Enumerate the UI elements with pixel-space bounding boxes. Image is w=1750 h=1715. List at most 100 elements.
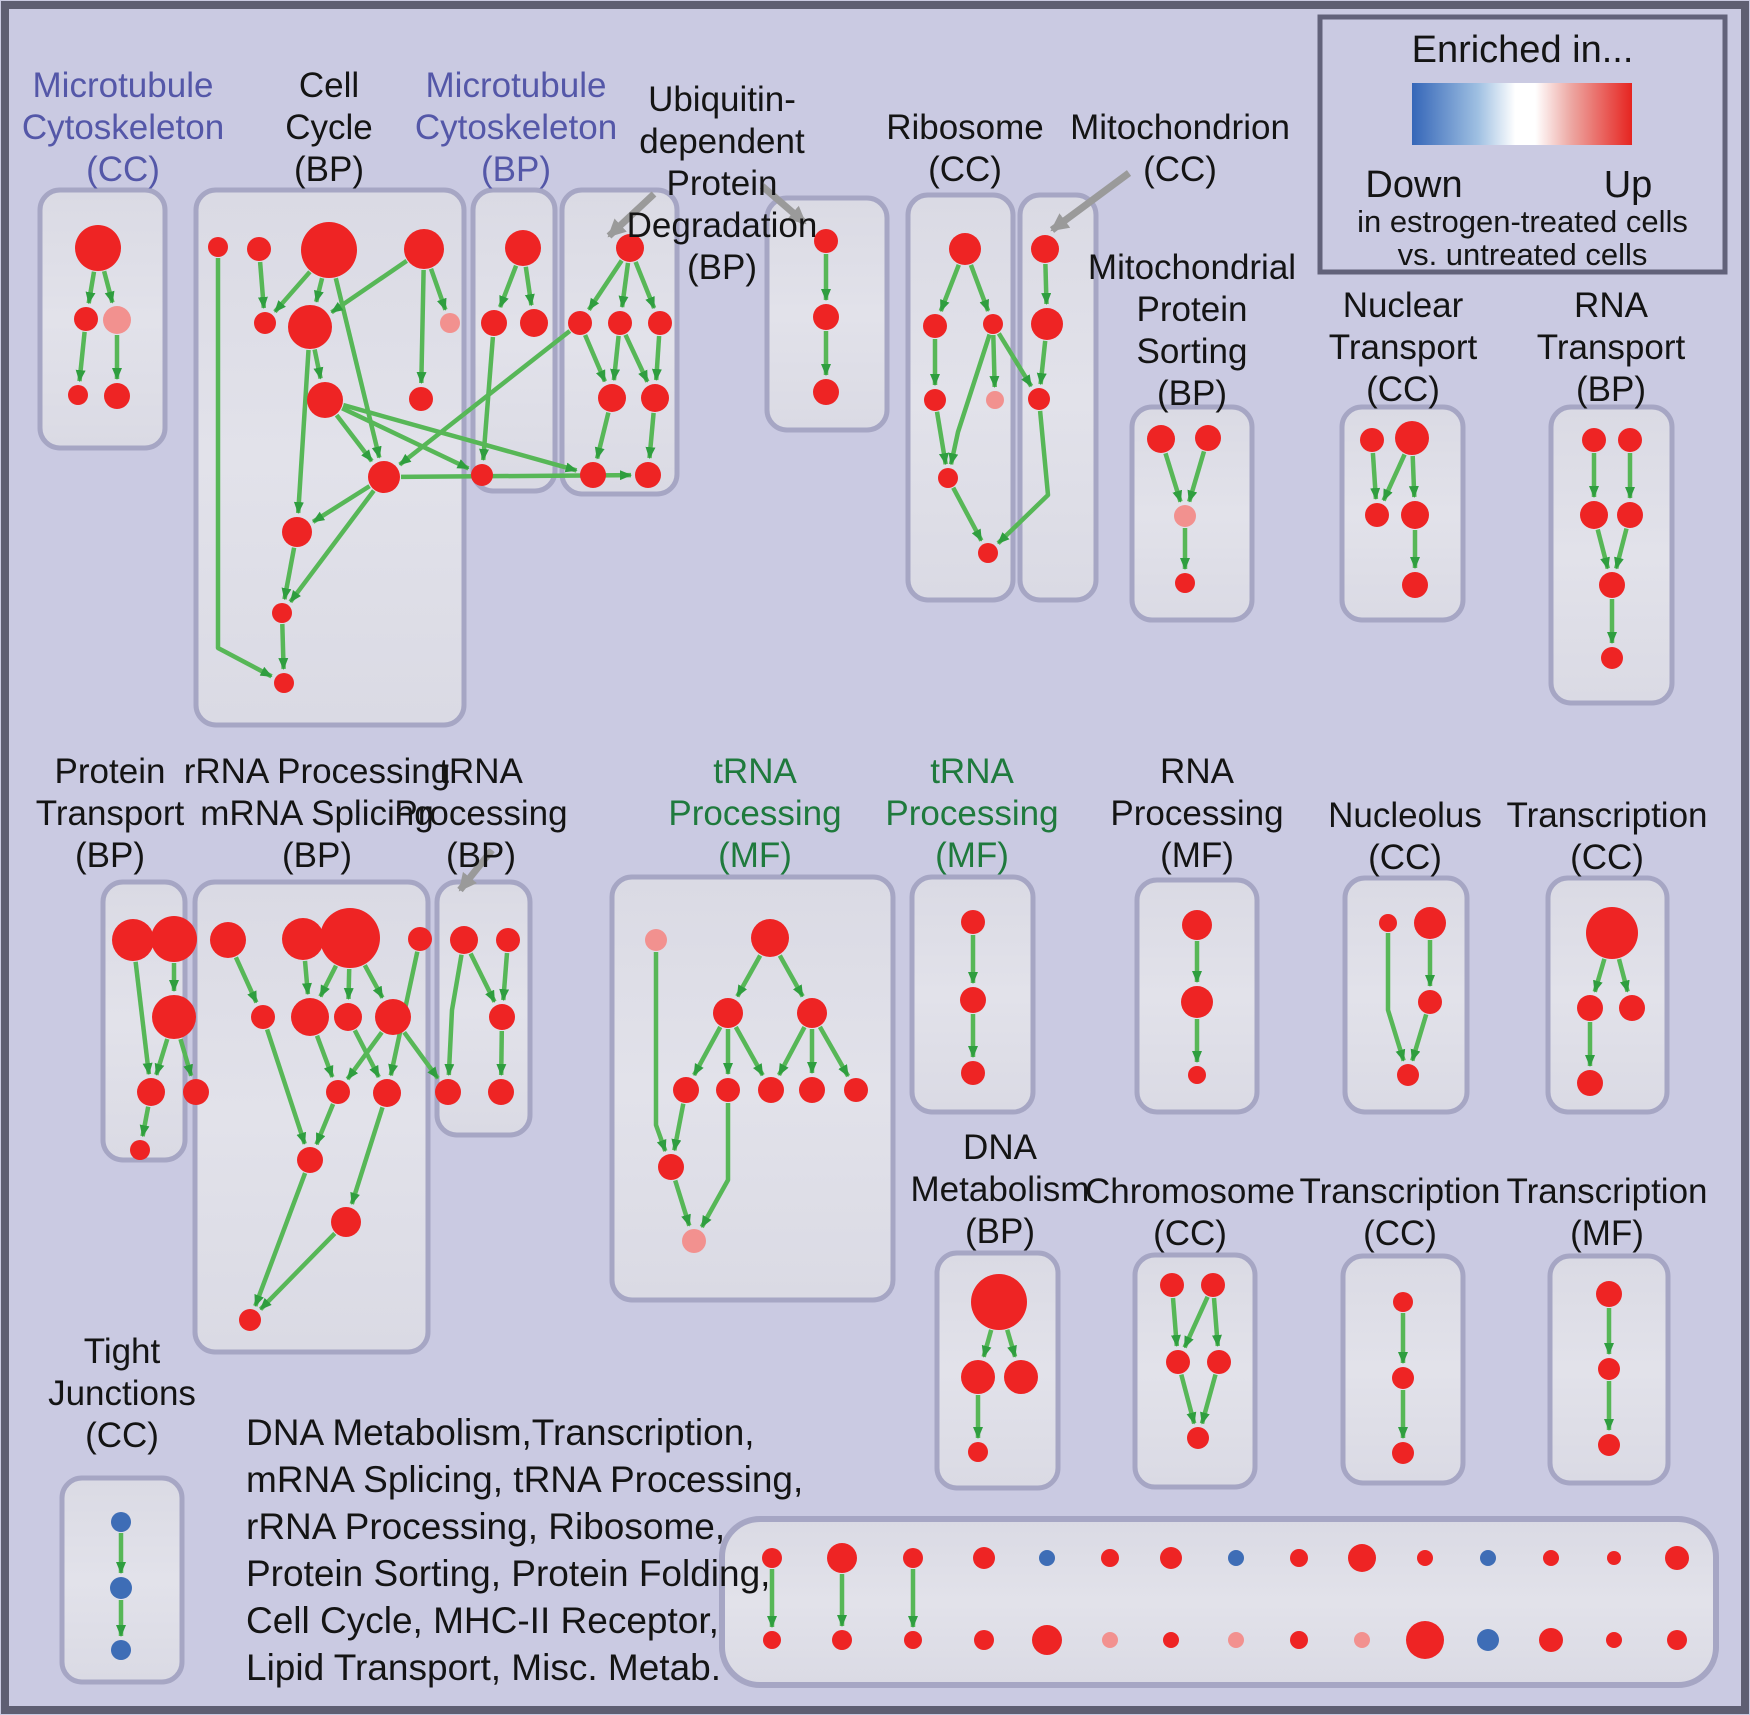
go-term-node xyxy=(1397,1064,1419,1086)
go-term-node xyxy=(568,311,592,335)
go-term-node xyxy=(797,998,827,1028)
go-term-node xyxy=(1477,1629,1499,1651)
go-term-node xyxy=(648,311,672,335)
go-term-node xyxy=(152,995,196,1039)
go-term-node xyxy=(301,222,357,278)
go-term-node xyxy=(1392,1442,1414,1464)
go-term-node xyxy=(973,1547,995,1569)
edge-arrow xyxy=(735,954,763,998)
edge-arrow xyxy=(1410,1013,1429,1062)
cluster-label-transcription-cc-2: (CC) xyxy=(1363,1214,1437,1253)
edge-arrow xyxy=(154,1038,170,1076)
go-term-node xyxy=(488,1079,514,1105)
go-term-node xyxy=(938,468,958,488)
go-term-node xyxy=(254,312,276,334)
edge-arrow xyxy=(1595,528,1610,570)
edge-arrow xyxy=(479,336,496,461)
edge-arrow xyxy=(733,1025,765,1077)
cluster-label-microtubule-cytoskeleton-cc: (CC) xyxy=(86,150,160,189)
go-term-node xyxy=(813,304,839,330)
misc-clusters-text: DNA Metabolism,Transcription, xyxy=(246,1412,755,1453)
go-term-node xyxy=(1577,995,1603,1021)
edge-arrow xyxy=(264,1028,307,1145)
misc-clusters-text: Lipid Transport, Misc. Metab. xyxy=(246,1647,721,1688)
edge-arrow xyxy=(692,1025,723,1077)
edge-arrow xyxy=(318,964,339,998)
go-term-node xyxy=(844,1078,868,1102)
cluster-label-trna-processing-mf-large: tRNA xyxy=(713,752,797,791)
cluster-label-mitochondrial-protein-sorting-bp: Mitochondrial xyxy=(1088,248,1296,287)
go-term-node xyxy=(1418,990,1442,1014)
go-term-node xyxy=(1195,425,1221,451)
cluster-label-nuclear-transport-cc: (CC) xyxy=(1366,370,1440,409)
edge-arrow xyxy=(653,952,668,1152)
go-term-node xyxy=(489,1004,515,1030)
cluster-box-rna-transport-bp xyxy=(1548,404,1675,706)
go-term-node xyxy=(763,1631,781,1649)
go-term-node xyxy=(1393,1292,1413,1312)
go-term-node xyxy=(74,307,98,331)
go-term-node xyxy=(1619,995,1645,1021)
go-term-node xyxy=(440,313,460,333)
go-term-node xyxy=(961,1360,995,1394)
edge-arrow xyxy=(233,956,259,1004)
go-term-node xyxy=(1182,910,1212,940)
go-term-node xyxy=(645,929,667,951)
cluster-label-tight-junctions-cc: Junctions xyxy=(48,1374,196,1413)
go-term-node xyxy=(924,389,946,411)
edge-arrow xyxy=(416,269,427,384)
edge-arrow xyxy=(1614,528,1629,570)
cluster-label-rna-transport-bp: (BP) xyxy=(1576,370,1646,409)
go-term-node xyxy=(520,309,548,337)
go-term-node xyxy=(1379,914,1397,932)
cluster-box-mitochondrion-cc xyxy=(1017,192,1099,603)
cluster-box-trna-processing-mf-large xyxy=(609,874,896,1303)
go-term-node xyxy=(1586,907,1638,959)
go-term-node xyxy=(1160,1547,1182,1569)
edge-arrow xyxy=(278,623,289,670)
go-term-node xyxy=(598,384,626,412)
go-term-node xyxy=(409,387,433,411)
go-term-node xyxy=(923,314,947,338)
edge-arrow xyxy=(1170,1297,1181,1347)
cluster-box-dna-metabolism-bp xyxy=(934,1250,1061,1491)
edge-arrow xyxy=(817,1025,851,1078)
cluster-label-trna-processing-mf-small: Processing xyxy=(885,794,1058,833)
go-term-node xyxy=(1598,1358,1620,1380)
go-term-node xyxy=(1539,1628,1563,1652)
edge-arrow xyxy=(85,271,97,305)
edge-arrow xyxy=(334,413,374,463)
go-term-node xyxy=(1606,1632,1622,1648)
edge-arrow xyxy=(996,410,1051,545)
go-term-node xyxy=(971,1274,1027,1330)
edge-arrow xyxy=(314,1034,335,1078)
edge-arrow xyxy=(215,258,273,679)
edge-arrow xyxy=(75,331,87,383)
go-term-node xyxy=(1601,647,1623,669)
edge-arrow xyxy=(428,268,448,311)
edge-arrow xyxy=(777,954,805,998)
cluster-label-rrna-processing-mrna-splicing-bp: (BP) xyxy=(282,836,352,875)
go-term-node xyxy=(111,1640,131,1660)
edge-arrow xyxy=(594,412,611,460)
edge-arrow xyxy=(362,964,385,999)
edge-arrow xyxy=(1592,958,1607,993)
go-term-node xyxy=(1160,1273,1184,1297)
edge-arrow xyxy=(1381,453,1407,502)
edge-arrow xyxy=(1385,933,1406,1062)
go-term-node xyxy=(673,1077,699,1103)
edge-arrow xyxy=(1179,1374,1197,1425)
cluster-label-transcription-mf: Transcription xyxy=(1507,1172,1708,1211)
go-term-node xyxy=(505,230,541,266)
label-pointer-arrow-ubiquitin-right xyxy=(759,183,808,226)
go-term-node xyxy=(75,225,121,271)
label-pointer-arrow-mitochondrion xyxy=(1049,170,1132,233)
cluster-label-transcription-cc: Transcription xyxy=(1507,796,1708,835)
go-term-node xyxy=(1201,1273,1225,1297)
edge-arrow xyxy=(398,329,572,467)
cluster-box-chromosome-cc xyxy=(1132,1252,1258,1490)
go-term-node xyxy=(1032,1625,1062,1655)
edge-arrow xyxy=(938,263,961,313)
go-term-node xyxy=(827,1543,857,1573)
